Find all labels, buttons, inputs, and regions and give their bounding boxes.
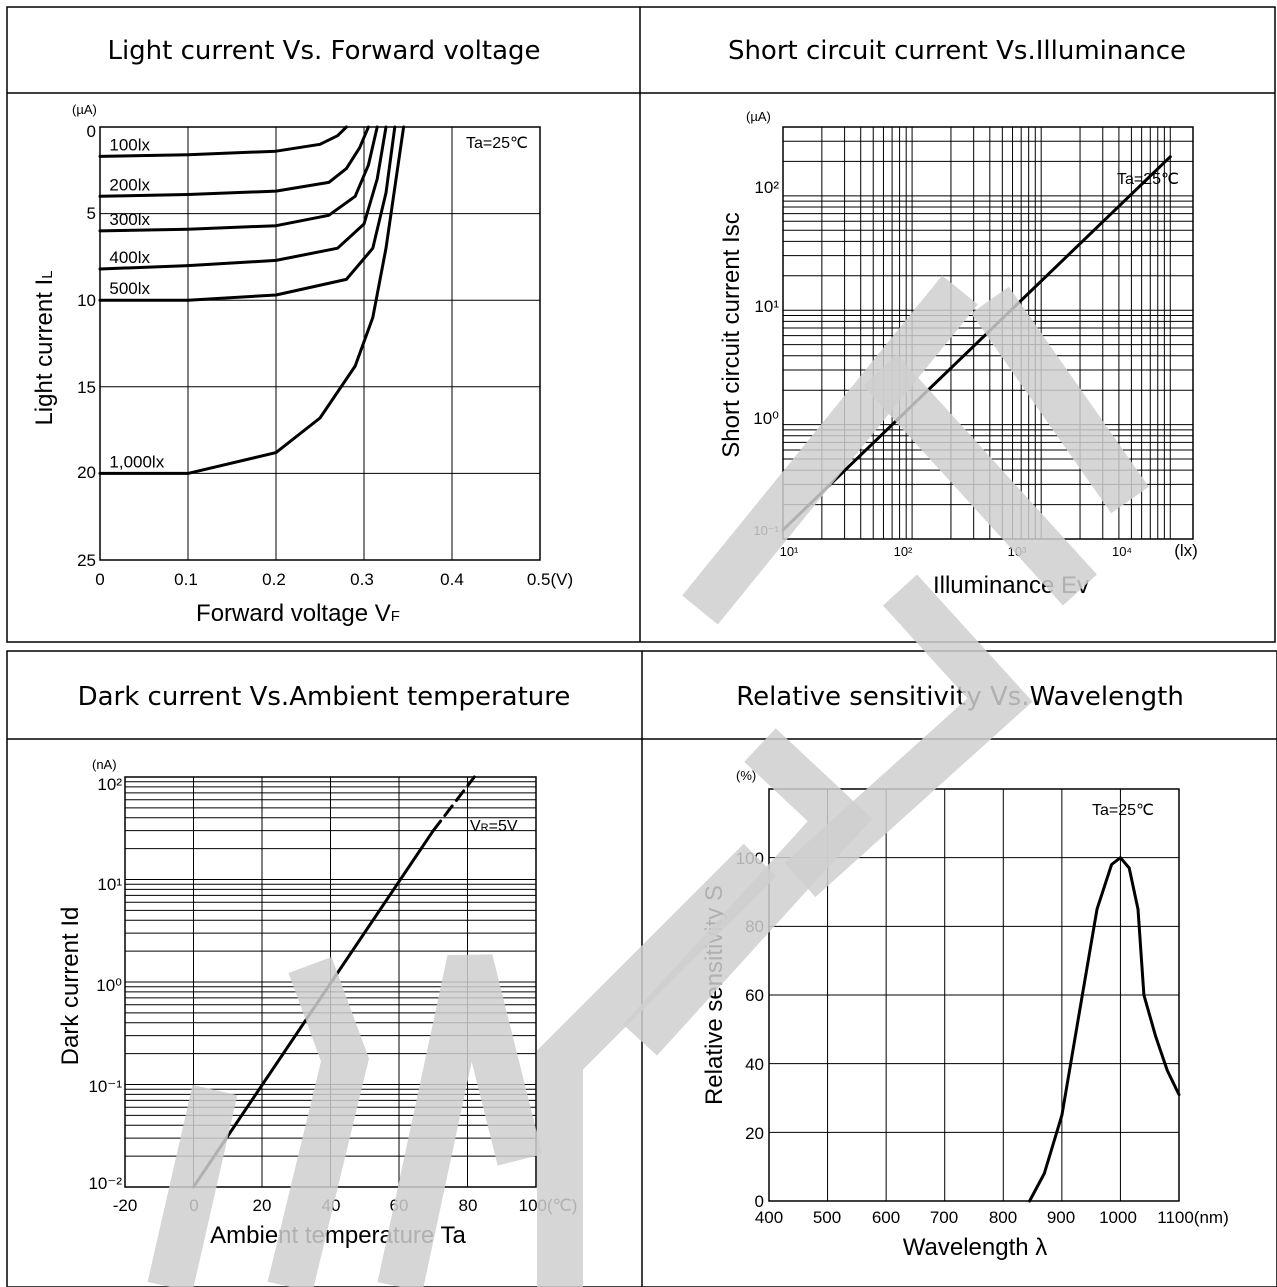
chart1-y-ticks: 0 5 10 15 20 25: [77, 122, 96, 570]
chart1-x-tick: 0.4: [440, 570, 464, 589]
chart1-series-label: 200lx: [109, 175, 150, 194]
chart3-y-tick: 10⁰: [96, 976, 122, 995]
chart1-y-tick: 20: [77, 463, 96, 482]
chart1-series-line: [98, 125, 388, 271]
chart4-curves: [1028, 856, 1181, 1203]
chart3-unit-label: (nA): [92, 757, 117, 772]
chart1-x-tick: 0.1: [174, 570, 198, 589]
chart1-temperature-note: Ta=25℃: [466, 135, 528, 152]
chart2-x-tick: 10¹: [780, 544, 799, 559]
chart4-series-line: [1028, 856, 1181, 1203]
chart3-y-axis-label: Dark current Id: [57, 907, 84, 1066]
chart3-y-tick: 10²: [97, 775, 122, 794]
chart3-series-line: [431, 775, 476, 833]
chart3-y-ticks: 10² 10¹ 10⁰ 10⁻¹ 10⁻²: [88, 775, 122, 1193]
chart4-x-axis-label: Wavelength λ: [903, 1234, 1048, 1261]
chart4-x-tick: 800: [989, 1208, 1017, 1227]
chart1-plot-frame: [99, 126, 541, 561]
chart2-y-tick: 10⁰: [753, 409, 779, 428]
chart3-x-tick: 20: [253, 1196, 272, 1215]
chart2-x-tick: (lx): [1174, 541, 1198, 560]
chart1-y-tick: 25: [77, 551, 96, 570]
chart1-series-label: 100lx: [109, 135, 150, 154]
chart2-y-tick: 10¹: [754, 297, 779, 316]
chart1-x-tick: 0.5(V): [527, 570, 573, 589]
chart4-x-tick: 900: [1047, 1208, 1075, 1227]
chart1-series-line: [98, 125, 406, 475]
chart1-series-line: [98, 125, 379, 233]
chart4-y-tick: 60: [745, 986, 764, 1005]
chart1-series-line: [98, 125, 397, 302]
chart2-x-tick: 10²: [894, 544, 913, 559]
chart1-series-line: [98, 125, 370, 198]
chart1-series-label: 300lx: [109, 210, 150, 229]
chart2-temperature-note: Ta=25℃: [1117, 171, 1179, 188]
chart3-voltage-note: VR=5V: [470, 818, 518, 835]
chart1-series-labels: 100lx 200lx 300lx 400lx 500lx 1,000lx: [109, 135, 164, 471]
chart1-curves: [98, 125, 406, 475]
chart1-x-tick: 0: [95, 570, 104, 589]
chart4-gridlines: [769, 789, 1179, 1201]
chart4-x-tick: 1000: [1099, 1208, 1137, 1227]
chart2-unit-label: (µA): [746, 109, 771, 124]
chart1-y-axis-label: Light current IL: [31, 270, 58, 425]
chart2-curves: [781, 155, 1172, 532]
chart3-x-tick: -20: [113, 1196, 138, 1215]
chart1-gridlines: [100, 127, 540, 560]
chart4-y-tick: 0: [755, 1192, 764, 1211]
chart1-y-tick: 15: [77, 378, 96, 397]
chart3-y-tick: 10⁻²: [88, 1174, 122, 1193]
panel-title-light-current: Light current Vs. Forward voltage: [107, 36, 540, 66]
chart1-x-tick: 0.3: [350, 570, 374, 589]
chart2-plot-frame: [782, 126, 1194, 540]
chart1-x-ticks: 0 0.1 0.2 0.3 0.4 0.5(V): [95, 570, 573, 589]
chart1-y-tick: 10: [77, 291, 96, 310]
chart2-y-axis-label: Short circuit current Isc: [718, 212, 745, 457]
panel-title-dark-current: Dark current Vs.Ambient temperature: [78, 682, 571, 712]
chart3-y-tick: 10¹: [97, 875, 122, 894]
panel-title-short-circuit: Short circuit current Vs.Illuminance: [728, 36, 1186, 66]
chart4-y-tick: 40: [745, 1055, 764, 1074]
chart2-x-tick: 10⁴: [1112, 544, 1132, 559]
chart4-unit-label: (%): [736, 768, 756, 783]
chart-light-current: 100lx 200lx 300lx 400lx 500lx 1,000lx (µA) Ta…: [31, 102, 573, 627]
watermark-graphic: [147, 275, 1149, 1287]
chart4-plot-frame: [768, 788, 1180, 1202]
chart-relative-sensitivity: (%) Ta=25℃ 400 500 600 700 800 900 1000 …: [701, 768, 1229, 1261]
chart4-temperature-note: Ta=25℃: [1092, 802, 1154, 819]
chart1-x-tick: 0.2: [262, 570, 286, 589]
chart4-x-tick: 400: [755, 1208, 783, 1227]
chart1-x-axis-label: Forward voltage VF: [196, 600, 400, 627]
chart2-y-tick: 10²: [754, 178, 779, 197]
chart1-series-label: 1,000lx: [109, 452, 164, 471]
chart4-x-tick: 500: [813, 1208, 841, 1227]
chart4-y-tick: 20: [745, 1124, 764, 1143]
chart3-y-tick: 10⁻¹: [88, 1077, 122, 1096]
chart1-unit-label: (µA): [72, 102, 97, 117]
chart2-x-ticks: 10¹ 10² 10³ 10⁴ (lx): [780, 541, 1198, 560]
chart2-series-line: [781, 155, 1172, 532]
chart4-x-tick: 700: [930, 1208, 958, 1227]
chart-short-circuit-current: (µA) Ta=25℃ 10¹ 10² 10³ 10⁴ (lx) 10² 10¹…: [718, 109, 1198, 599]
chart3-x-tick: 80: [459, 1196, 478, 1215]
chart1-y-tick: 0: [87, 122, 96, 141]
chart1-series-line: [98, 125, 348, 158]
chart4-x-tick: 600: [872, 1208, 900, 1227]
chart1-series-label: 500lx: [109, 279, 150, 298]
chart1-y-tick: 5: [87, 204, 96, 223]
chart4-x-ticks: 400 500 600 700 800 900 1000 1100(nm): [755, 1208, 1229, 1227]
chart1-series-label: 400lx: [109, 248, 150, 267]
chart4-x-tick: 1100(nm): [1157, 1208, 1229, 1227]
